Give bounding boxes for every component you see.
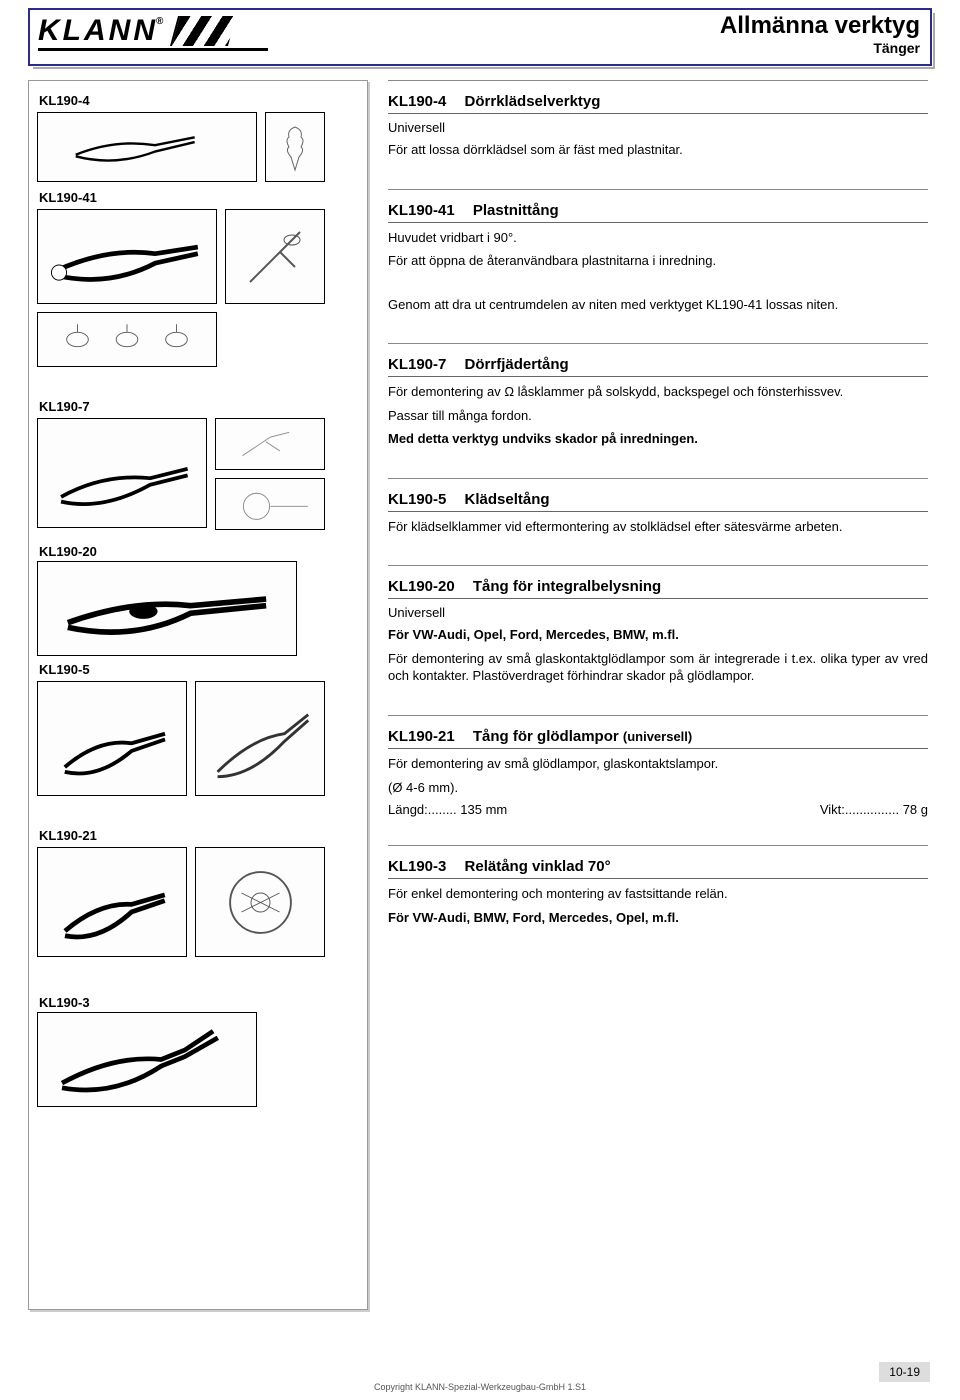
product-image [265,112,325,182]
description: För VW-Audi, BMW, Ford, Mercedes, Opel, … [388,909,928,927]
length-value: 135 mm [460,802,507,817]
description: För att öppna de återanvändbara plastnit… [388,252,928,270]
header-title-block: Allmänna verktyg Tänger [720,12,920,56]
image-label-7: KL190-3 [39,995,361,1010]
page-body: KL190-4 KL190-41 [28,80,932,926]
logo-underline [38,48,268,51]
logo-stripes-icon [170,16,236,46]
section-heading: KL190-7 Dörrfjädertång [388,352,928,377]
product-image [37,1012,257,1107]
section-heading: KL190-5 Klädseltång [388,487,928,512]
image-label-2: KL190-41 [39,190,361,205]
product-image [37,312,217,367]
length-label: Längd: [388,802,428,817]
product-image [37,847,187,957]
product-code: KL190-20 [388,578,455,595]
weight-value: 78 g [903,802,928,817]
footer-copyright: Copyright KLANN-Spezial-Werkzeugbau-GmbH… [0,1382,960,1392]
section-heading: KL190-3 Relätång vinklad 70° [388,854,928,879]
description: Genom att dra ut centrumdelen av niten m… [388,296,928,314]
section-heading: KL190-4 Dörrklädselverktyg [388,89,928,114]
description: Med detta verktyg undviks skador på inre… [388,430,928,448]
image-label-6: KL190-21 [39,828,361,843]
product-image [37,112,257,182]
product-name: Tång för glödlampor [473,728,619,745]
brand-text: KLANN [38,14,158,48]
text-column: KL190-4 Dörrklädselverktyg Universell Fö… [388,80,928,926]
product-name: Plastnittång [473,202,559,219]
description: För att lossa dörrklädsel som är fäst me… [388,141,928,159]
header-subtitle: Tänger [720,40,920,56]
product-image [215,478,325,530]
description: För demontering av små glaskontaktglödla… [388,650,928,685]
product-suffix: (universell) [623,729,692,744]
product-code: KL190-41 [388,202,455,219]
page-number: 10-19 [879,1362,930,1382]
image-column: KL190-4 KL190-41 [28,80,368,1310]
brand-logo: KLANN ® [38,14,232,48]
product-name: Dörrklädselverktyg [465,93,601,110]
product-image [37,681,187,796]
header-title: Allmänna verktyg [720,12,920,40]
subheading: Universell [388,605,928,620]
product-code: KL190-4 [388,93,446,110]
product-name: Relätång vinklad 70° [465,858,611,875]
description: För VW-Audi, Opel, Ford, Mercedes, BMW, … [388,626,928,644]
image-label-4: KL190-20 [39,544,361,559]
product-code: KL190-21 [388,728,455,745]
section-heading: KL190-41 Plastnittång [388,198,928,223]
description: Huvudet vridbart i 90°. [388,229,928,247]
description: Passar till många fordon. [388,407,928,425]
description: För enkel demontering och montering av f… [388,885,928,903]
product-image [37,418,207,528]
description: För demontering av Ω låsklammer på solsk… [388,383,928,401]
subheading: Universell [388,120,928,135]
section-heading: KL190-20 Tång för integralbelysning [388,574,928,599]
product-image [225,209,325,304]
section-heading: KL190-21 Tång för glödlampor (universell… [388,724,928,749]
product-name: Dörrfjädertång [465,356,569,373]
registered-mark: ® [156,16,166,27]
image-label-5: KL190-5 [39,662,361,677]
product-code: KL190-7 [388,356,446,373]
description: För klädselklammer vid eftermontering av… [388,518,928,536]
product-name: Klädseltång [465,491,550,508]
product-code: KL190-3 [388,858,446,875]
description: För demontering av små glödlampor, glask… [388,755,928,773]
weight-label: Vikt: [820,802,845,817]
product-image [195,847,325,957]
product-image [37,561,297,656]
product-image [215,418,325,470]
page-header: KLANN ® Allmänna verktyg Tänger [28,8,932,66]
image-label-3: KL190-7 [39,399,361,414]
product-image [195,681,325,796]
spec-row: Längd: 135 mm Vikt:............... 78 g [388,802,928,817]
image-label-1: KL190-4 [39,93,361,108]
product-code: KL190-5 [388,491,446,508]
description: (Ø 4-6 mm). [388,779,928,797]
product-image [37,209,217,304]
product-name: Tång för integralbelysning [473,578,661,595]
